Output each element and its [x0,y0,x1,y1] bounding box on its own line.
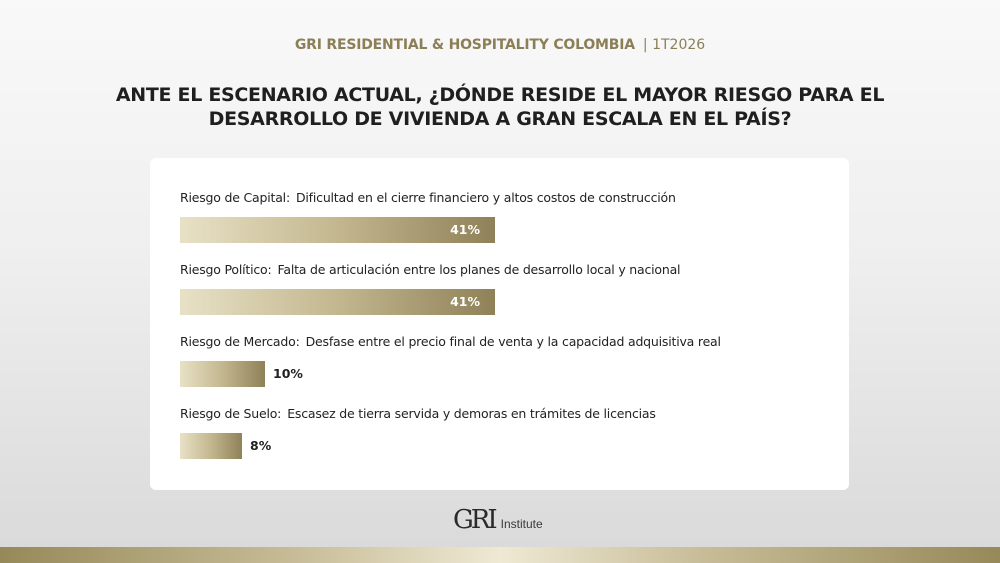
footer-gold-strip [0,547,1000,563]
bar-category: Riesgo Político: [180,262,272,277]
bar-label: Riesgo de Suelo: Escasez de tierra servid… [180,406,820,422]
bar-value: 41% [450,222,480,237]
bar [180,433,242,459]
chart-title-line-1: ANTE EL ESCENARIO ACTUAL, ¿DÓNDE RESIDE … [115,84,885,106]
gri-logo-suffix: Institute [500,517,543,531]
bar-label: Riesgo de Capital: Dificultad en el cierr… [180,190,820,206]
gri-logo-mark: GRI [453,505,498,535]
bar-row: 8% [180,433,820,459]
bar: 41% [180,217,495,243]
chart-card: Riesgo de Capital: Dificultad en el cierr… [150,158,849,490]
bar-description: Escasez de tierra servida y demoras en t… [287,406,656,421]
report-brand: GRI RESIDENTIAL & HOSPITALITY COLOMBIA [294,37,635,53]
report-header: GRI RESIDENTIAL & HOSPITALITY COLOMBIA | … [0,35,1000,55]
bar-row: 10% [180,361,820,387]
bar-description: Falta de articulación entre los planes d… [277,262,681,277]
bar-item-mercado: Riesgo de Mercado: Desfase entre el preci… [180,334,820,387]
bar-item-politico: Riesgo Político: Falta de articulación en… [180,262,820,315]
report-period: | 1T2026 [642,37,706,53]
bar-description: Dificultad en el cierre financiero y alt… [295,190,676,205]
bar-value: 10% [273,366,303,381]
bar-value: 8% [250,438,272,453]
bar-item-capital: Riesgo de Capital: Dificultad en el cierr… [180,190,820,243]
bar-row: 41% [180,217,820,243]
bar-category: Riesgo de Suelo: [180,406,282,421]
bar-category: Riesgo de Capital: [180,190,290,205]
bar-category: Riesgo de Mercado: [180,334,300,349]
bar-label: Riesgo Político: Falta de articulación en… [180,262,820,278]
bar [180,361,265,387]
bar-item-suelo: Riesgo de Suelo: Escasez de tierra servid… [180,406,820,459]
bar-row: 41% [180,289,820,315]
chart-title-line-2: DESARROLLO DE VIVIENDA A GRAN ESCALA EN … [208,108,792,130]
bar-value: 41% [450,294,480,309]
chart-title: ANTE EL ESCENARIO ACTUAL, ¿DÓNDE RESIDE … [100,83,900,131]
bar-description: Desfase entre el precio final de venta y… [305,334,721,349]
gri-institute-logo: GRI Institute [453,505,543,533]
bar-label: Riesgo de Mercado: Desfase entre el preci… [180,334,820,350]
bar: 41% [180,289,495,315]
